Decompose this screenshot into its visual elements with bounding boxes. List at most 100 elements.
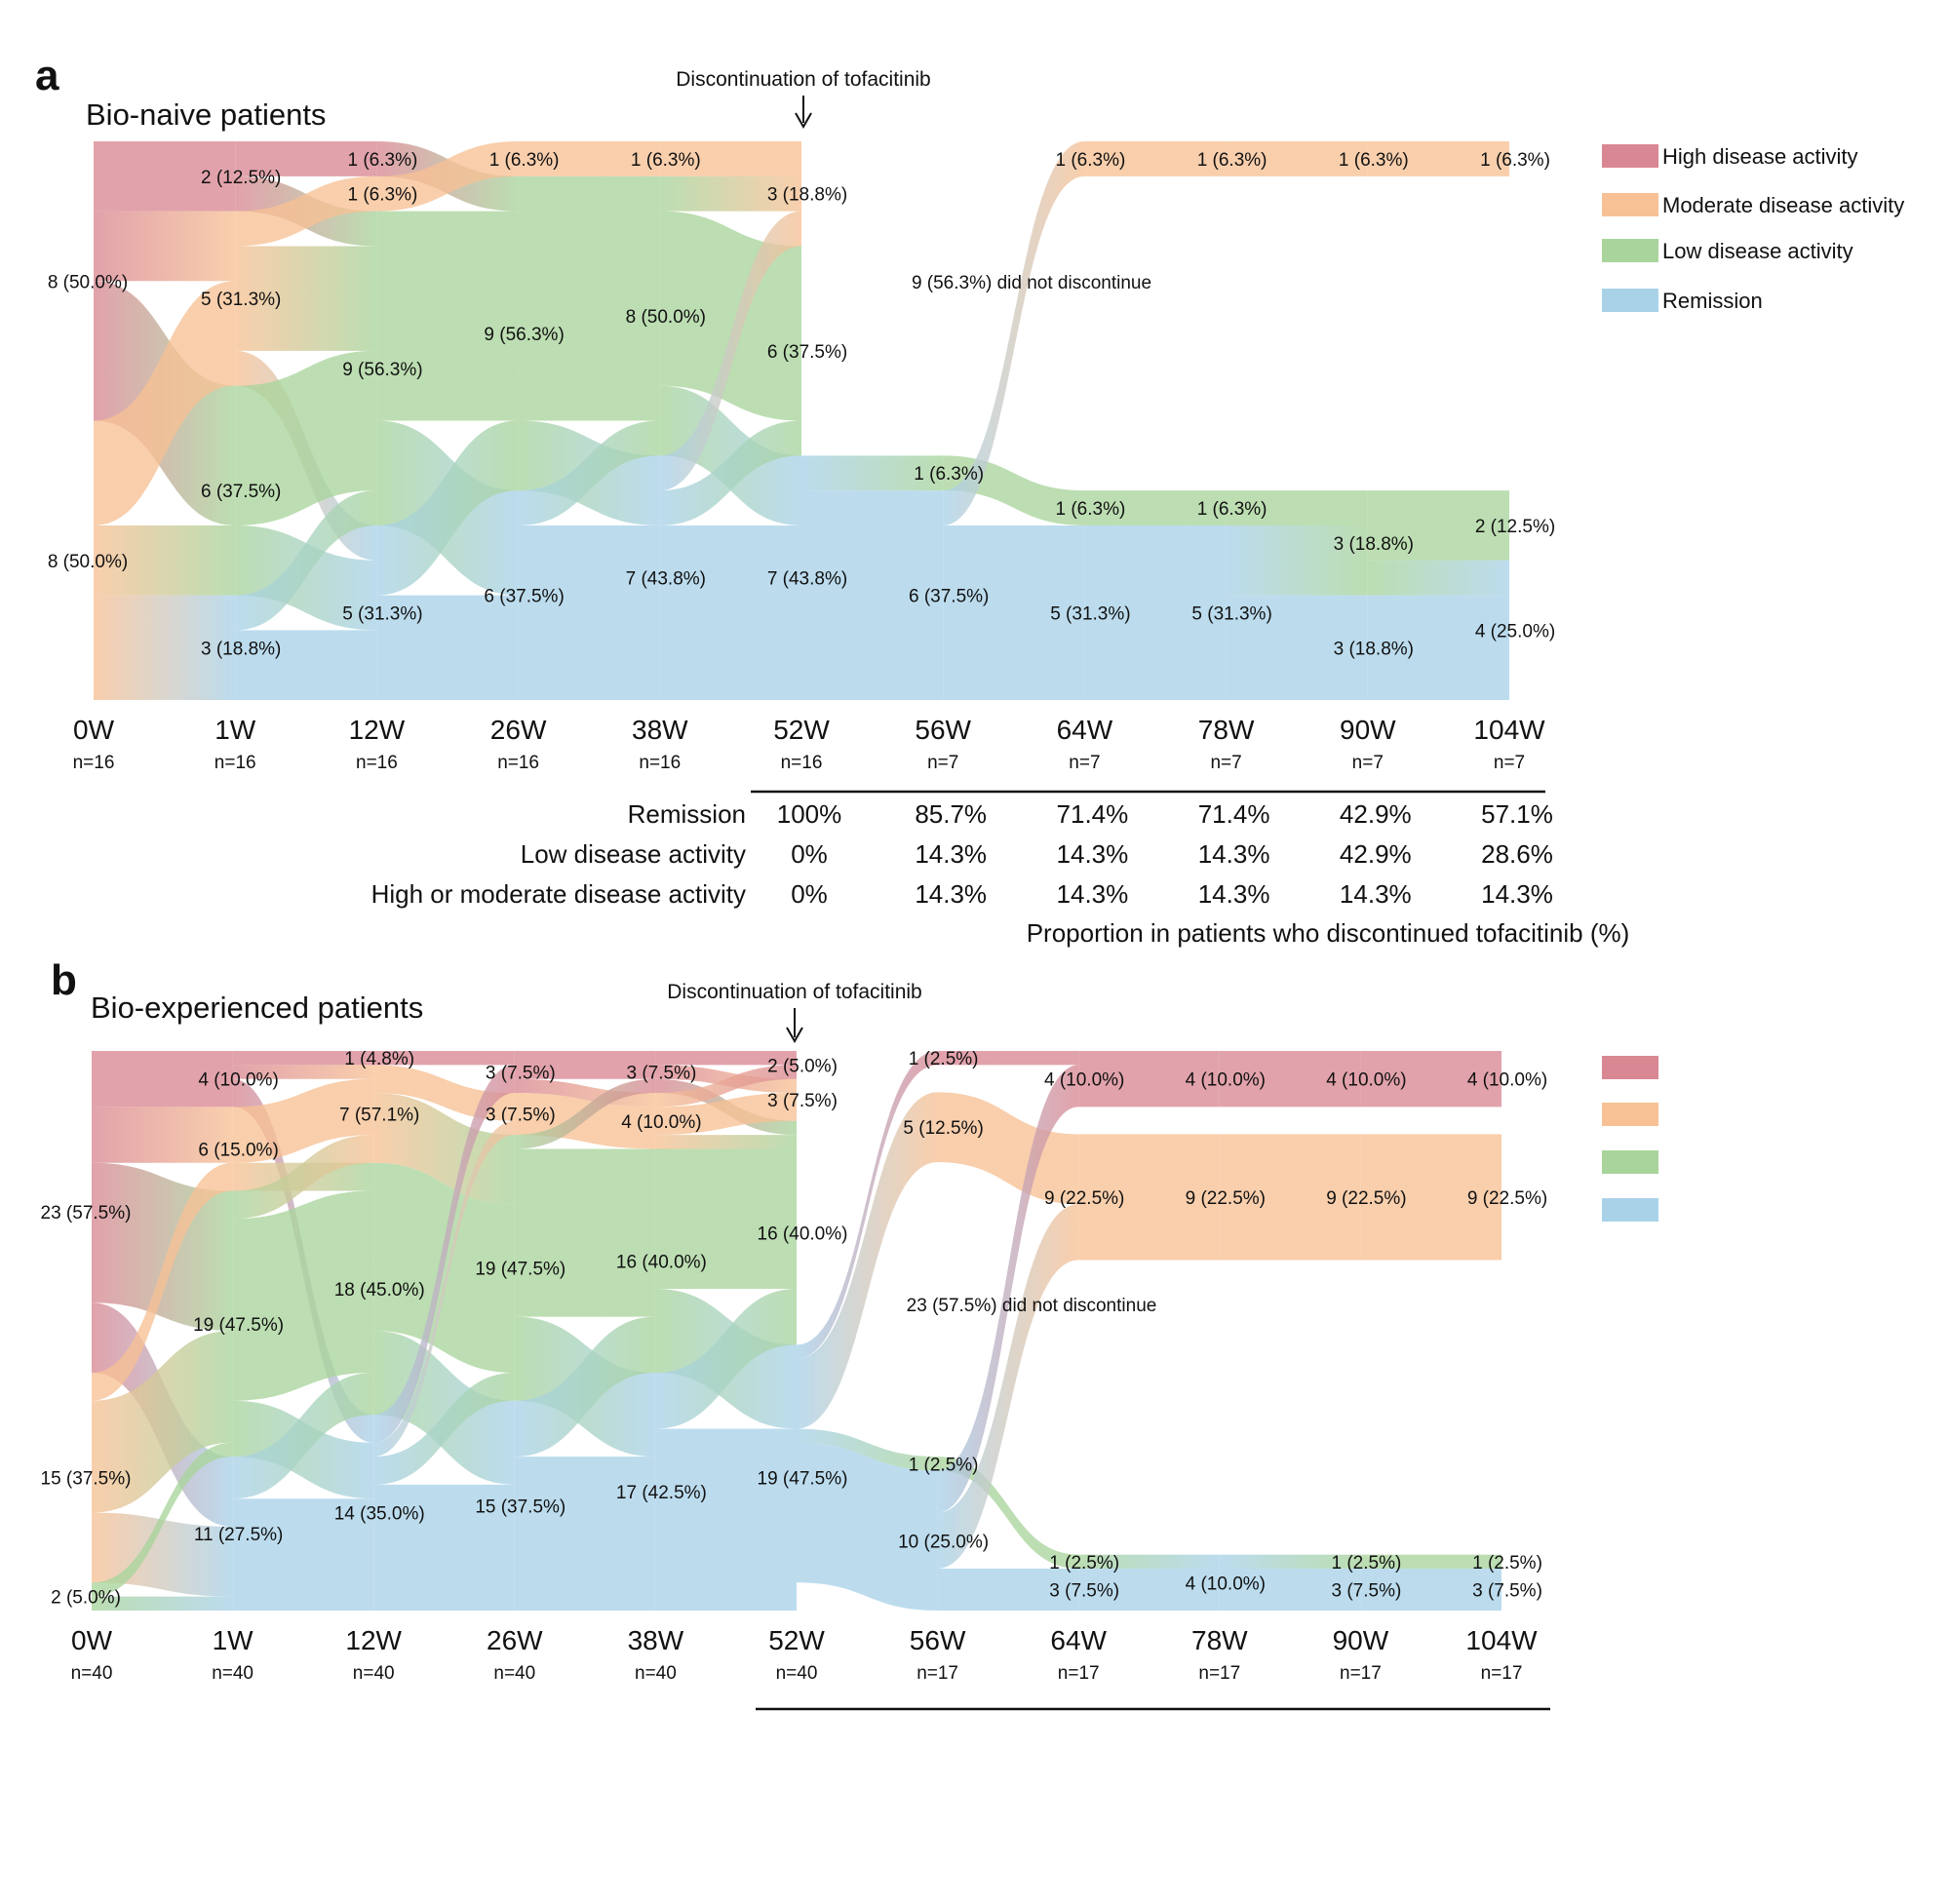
table-cell: 85.7% bbox=[915, 799, 987, 829]
flow-high-to-moderate bbox=[94, 211, 236, 282]
node-label-text: 14 (35.0%) bbox=[334, 1504, 425, 1525]
flow-remission-to-remission bbox=[655, 1428, 797, 1611]
node-label-low: 19 (47.5%) bbox=[193, 1315, 284, 1336]
flow-low-to-low bbox=[655, 1148, 797, 1289]
flow-remission-to-low bbox=[376, 420, 519, 596]
panel-a-not-discontinued-label: 9 (56.3%) did not discontinue bbox=[912, 273, 1151, 293]
node-label-low: 1 (6.3%) bbox=[914, 464, 984, 485]
node-label-text: 6 (37.5%) bbox=[201, 482, 281, 502]
flow-low-to-low bbox=[514, 1148, 656, 1317]
panel-b-discontinuation-label: Discontinuation of tofacitinib bbox=[667, 981, 922, 1003]
n-label: n=17 bbox=[1058, 1663, 1100, 1684]
n-label: n=7 bbox=[1210, 753, 1241, 773]
flow-high-to-moderate bbox=[514, 1078, 656, 1107]
flow-moderate-to-low bbox=[235, 246, 377, 351]
panel-b-flows bbox=[92, 1051, 1502, 1611]
flow-remission-to-low bbox=[655, 1288, 797, 1429]
node-label-high: 3 (7.5%) bbox=[486, 1064, 556, 1084]
node-label-text: 3 (18.8%) bbox=[201, 639, 281, 659]
panel-a-proportion-table: Proportion in patients who discontinued … bbox=[371, 790, 1629, 948]
node-label-text: 9 (22.5%) bbox=[1044, 1188, 1124, 1209]
node-label-text: 11 (27.5%) bbox=[194, 1525, 284, 1545]
flow-high-to-high bbox=[94, 141, 236, 212]
node-label-text: 19 (47.5%) bbox=[758, 1469, 848, 1490]
table-cell: 14.3% bbox=[1057, 839, 1129, 869]
legend-b-swatch-remission bbox=[1602, 1198, 1658, 1222]
node-label-text: 9 (22.5%) bbox=[1186, 1188, 1266, 1209]
node-label-text: 9 (22.5%) bbox=[1326, 1188, 1406, 1209]
flow-remission-to-remission bbox=[373, 1484, 515, 1611]
panel-a-flows bbox=[94, 141, 1509, 700]
flow-moderate-to-low bbox=[373, 1093, 515, 1205]
x-tick-label: 12W bbox=[345, 1625, 402, 1655]
flow-low-to-low bbox=[1367, 490, 1509, 561]
panel-a-letter: a bbox=[35, 52, 59, 99]
node-label-text: 2 (12.5%) bbox=[1475, 517, 1555, 537]
node-label-text: 3 (18.8%) bbox=[1334, 534, 1414, 555]
node-label-text: 2 (5.0%) bbox=[767, 1056, 838, 1076]
flow-high-to-high bbox=[937, 1051, 1079, 1066]
legend-panel-b-swatches bbox=[1602, 1056, 1658, 1222]
flow-remission-to-remission bbox=[943, 525, 1085, 700]
x-tick-label: 104W bbox=[1465, 1625, 1538, 1655]
node-label-text: 4 (10.0%) bbox=[1467, 1070, 1547, 1091]
node-label-text: 1 (2.5%) bbox=[909, 1049, 979, 1069]
x-tick-label: 38W bbox=[628, 1625, 684, 1655]
flow-remission-to-low bbox=[235, 490, 377, 631]
flow-low-to-remission bbox=[373, 1331, 515, 1485]
node-label-high: 2 (5.0%) bbox=[767, 1056, 838, 1076]
panel-a-chart: a Bio-naive patients Discontinuation of … bbox=[35, 52, 1555, 773]
x-tick-label: 26W bbox=[487, 1625, 543, 1655]
node-label-moderate: 9 (22.5%) bbox=[1326, 1188, 1406, 1209]
node-label-text: 2 (12.5%) bbox=[201, 168, 281, 188]
node-label-moderate: 9 (22.5%) bbox=[1044, 1188, 1124, 1209]
node-label-moderate: 5 (12.5%) bbox=[903, 1118, 983, 1139]
node-label-remission: 5 (31.3%) bbox=[1050, 603, 1130, 624]
legend-swatch-moderate bbox=[1602, 193, 1658, 216]
node-label-text: 15 (37.5%) bbox=[41, 1469, 132, 1490]
n-label: n=16 bbox=[639, 753, 681, 773]
flow-low-to-low bbox=[376, 211, 519, 421]
x-tick-label: 78W bbox=[1198, 715, 1255, 745]
panel-b-chart: b Bio-experienced patients Discontinuati… bbox=[41, 956, 1550, 1711]
node-label-text: 3 (7.5%) bbox=[767, 1091, 838, 1111]
flow-remission-to-low bbox=[659, 420, 801, 525]
n-label: n=40 bbox=[212, 1663, 254, 1684]
n-label: n=16 bbox=[356, 753, 398, 773]
node-label-moderate: 1 (6.3%) bbox=[489, 150, 560, 171]
flow-remission-to-remission bbox=[1360, 1568, 1502, 1611]
node-label-remission: 5 (31.3%) bbox=[1191, 603, 1271, 624]
node-label-text: 5 (12.5%) bbox=[903, 1118, 983, 1139]
x-tick-label: 64W bbox=[1057, 715, 1113, 745]
node-label-text: 7 (43.8%) bbox=[767, 569, 847, 590]
node-label-low: 6 (37.5%) bbox=[767, 342, 847, 363]
node-label-low: 16 (40.0%) bbox=[758, 1224, 848, 1245]
flow-low-to-low bbox=[1360, 1554, 1502, 1569]
node-label-text: 4 (10.0%) bbox=[1326, 1070, 1406, 1091]
flow-high-to-high bbox=[92, 1051, 233, 1107]
flow-low-to-low bbox=[1226, 490, 1368, 525]
node-label-remission: 6 (37.5%) bbox=[909, 587, 989, 607]
node-label-remission: 6 (37.5%) bbox=[484, 587, 564, 607]
flow-remission-to-high bbox=[797, 1051, 938, 1359]
flow-remission-to-low bbox=[1219, 1554, 1361, 1569]
panel-b-node-labels: 23 (57.5%) 15 (37.5%) 2 (5.0%) 4 (10.0%) 6 (… bbox=[41, 1049, 1548, 1608]
n-label: n=7 bbox=[1352, 753, 1384, 773]
node-label-moderate: 3 (7.5%) bbox=[486, 1106, 556, 1126]
node-label-text: 2 (5.0%) bbox=[51, 1588, 121, 1609]
flow-moderate-to-moderate bbox=[94, 281, 236, 525]
node-label-remission: 14 (35.0%) bbox=[334, 1504, 425, 1525]
flow-remission-to-remission bbox=[235, 630, 377, 700]
flow-remission-to-remission bbox=[1084, 525, 1227, 700]
node-label-text: 7 (57.1%) bbox=[339, 1106, 419, 1126]
table-cell: 71.4% bbox=[1057, 799, 1129, 829]
node-label-text: 8 (50.0%) bbox=[626, 307, 706, 328]
x-tick-label: 52W bbox=[773, 715, 830, 745]
flow-moderate-to-moderate bbox=[232, 1078, 374, 1163]
legend-swatch-high bbox=[1602, 144, 1658, 168]
n-label: n=7 bbox=[1069, 753, 1100, 773]
flow-high-to-high bbox=[232, 1051, 374, 1066]
flow-moderate-to-moderate bbox=[1078, 1134, 1220, 1261]
node-label-remission: 17 (42.5%) bbox=[616, 1483, 707, 1503]
flow-remission-to-low bbox=[797, 1428, 938, 1471]
